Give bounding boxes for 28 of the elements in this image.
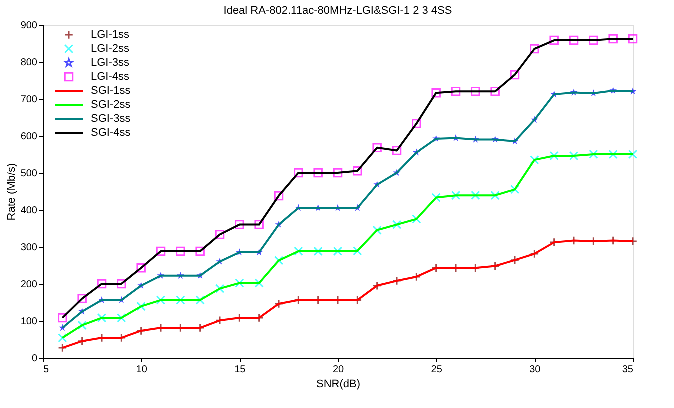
x-tick-label: 10 [136, 364, 148, 376]
y-tick-label: 700 [20, 94, 38, 106]
legend-label: SGI-1ss [91, 85, 132, 97]
y-tick-label: 400 [20, 206, 38, 216]
y-axis-title: Rate (Mb/s) [6, 163, 18, 221]
y-tick-label: 800 [20, 58, 38, 68]
x-tick-label: 35 [622, 364, 634, 376]
x-tick-label: 20 [332, 364, 344, 376]
x-tick-label: 30 [530, 364, 542, 376]
y-tick-label: 0 [32, 354, 38, 364]
y-tick-label: 600 [20, 132, 38, 142]
legend-label: LGI-4ss [91, 71, 130, 83]
x-tick-label: 15 [234, 364, 246, 376]
legend-label: LGI-2ss [91, 43, 130, 55]
legend-label: SGI-3ss [91, 113, 132, 125]
legend-label: LGI-1ss [91, 29, 130, 41]
x-axis-title: SNR(dB) [316, 378, 361, 390]
y-tick-label: 100 [20, 316, 38, 328]
y-tick-label: 500 [20, 168, 38, 180]
x-tick-label: 25 [431, 364, 443, 376]
chart-title: Ideal RA-802.11ac-80MHz-LGI&SGI-1 2 3 4SS [224, 5, 452, 17]
x-tick-label: 5 [44, 364, 50, 376]
y-tick-label: 200 [20, 280, 38, 290]
legend-label: SGI-4ss [91, 127, 132, 139]
y-tick-label: 900 [20, 20, 38, 32]
y-tick-label: 300 [20, 242, 38, 254]
legend-label: LGI-3ss [91, 57, 130, 69]
legend-label: SGI-2ss [91, 99, 132, 111]
